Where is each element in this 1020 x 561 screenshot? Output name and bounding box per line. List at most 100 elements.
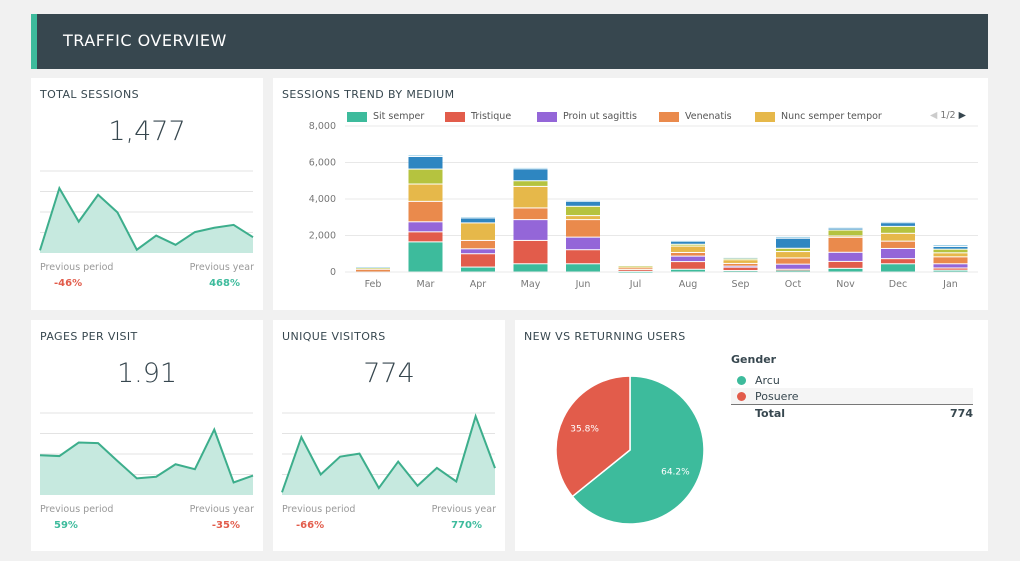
bar-segment[interactable] [723,258,758,260]
bar-segment[interactable] [723,263,758,266]
bar-segment[interactable] [461,217,495,218]
bar-segment[interactable] [671,256,705,262]
bar-segment[interactable] [408,184,443,201]
bar-segment[interactable] [881,233,915,241]
bar-segment[interactable] [933,245,968,246]
bar-segment[interactable] [881,241,915,248]
bar-segment[interactable] [671,244,705,246]
bar-segment[interactable] [828,236,863,237]
bar-segment[interactable] [933,268,968,270]
bar-segment[interactable] [881,221,915,223]
legend-item[interactable]: Tristique [445,111,511,122]
bar-segment[interactable] [671,246,705,252]
bar-segment[interactable] [723,260,758,263]
bar-segment[interactable] [566,237,600,250]
bar-segment[interactable] [513,240,548,264]
bar-segment[interactable] [828,237,863,252]
bar-segment[interactable] [566,201,600,206]
bar-segment[interactable] [776,252,810,258]
bar-segment[interactable] [776,236,810,238]
prev-page-icon[interactable]: ◀ [930,110,938,121]
bar-segment[interactable] [513,186,548,208]
bar-segment[interactable] [671,262,705,269]
bar-segment[interactable] [566,264,600,272]
bar-segment[interactable] [933,270,968,272]
legend-item[interactable]: Sit semper [347,111,424,122]
bar-segment[interactable] [408,155,443,156]
bar-segment[interactable] [356,269,390,272]
bar-segment[interactable] [933,264,968,268]
bar-segment[interactable] [933,246,968,249]
legend-item-arcu[interactable]: Arcu [731,372,973,388]
bar-segment[interactable] [881,259,915,264]
bar-segment[interactable] [513,208,548,220]
bar-segment[interactable] [828,252,863,261]
bar-segment[interactable] [461,254,495,267]
bar-segment[interactable] [513,181,548,186]
bar-segment[interactable] [408,222,443,232]
bar-segment[interactable] [408,169,443,184]
bar-segment[interactable] [618,267,653,268]
bar-segment[interactable] [671,241,705,244]
bar-segment[interactable] [566,220,600,237]
bar-segment[interactable] [356,267,390,268]
bar-segment[interactable] [776,269,810,271]
legend-item[interactable]: Venenatis [659,111,732,122]
bar-segment[interactable] [776,258,810,264]
bar-segment[interactable] [513,220,548,240]
bar-segment[interactable] [828,268,863,272]
bar-segment[interactable] [566,206,600,216]
bar-segment[interactable] [881,223,915,226]
next-page-icon[interactable]: ▶ [958,110,966,121]
bar-segment[interactable] [723,271,758,272]
bar-segment[interactable] [828,228,863,230]
bar-segment[interactable] [881,226,915,233]
bar-segment[interactable] [933,253,968,257]
legend-item-posuere[interactable]: Posuere [731,388,973,404]
bar-segment[interactable] [881,264,915,272]
bar-segment[interactable] [408,232,443,242]
bar-segment[interactable] [513,264,548,272]
bar-segment[interactable] [723,266,758,268]
bar-segment[interactable] [566,216,600,220]
bar-segment[interactable] [618,270,653,271]
bar-segment[interactable] [618,268,653,270]
bar-segment[interactable] [461,223,495,240]
bar-segment[interactable] [828,227,863,229]
bar-segment[interactable] [671,252,705,256]
bar-segment[interactable] [776,270,810,272]
bar-segment[interactable] [723,257,758,259]
bar-segment[interactable] [933,257,968,264]
bar-segment[interactable] [356,268,390,269]
bar-segment[interactable] [461,240,495,249]
bar-segment[interactable] [881,248,915,259]
total-sessions-card: TOTAL SESSIONS 1,477 Previous period Pre… [31,78,263,310]
bar-segment[interactable] [566,200,600,202]
bar-segment[interactable] [671,240,705,242]
legend-item[interactable]: Proin ut sagittis [537,111,637,122]
bar-segment[interactable] [723,267,758,271]
bar-segment[interactable] [513,167,548,169]
bar-segment[interactable] [671,269,705,272]
bar-segment[interactable] [828,261,863,268]
pie-slice[interactable] [555,375,631,498]
bar-segment[interactable] [566,250,600,264]
bar-segment[interactable] [828,230,863,236]
bar-segment[interactable] [513,169,548,181]
bar-segment[interactable] [618,271,653,273]
bar-segment[interactable] [933,249,968,253]
bar-segment[interactable] [461,249,495,254]
bar-segment[interactable] [776,238,810,248]
pie-slice[interactable] [571,375,705,525]
bar-segment[interactable] [461,218,495,223]
legend-label: Venenatis [685,111,732,122]
prev-year-label: Previous year [189,504,254,515]
bar-segment[interactable] [776,264,810,269]
bar-segment[interactable] [461,267,495,272]
bar-segment[interactable] [408,201,443,222]
bar-segment[interactable] [408,156,443,169]
bar-segment[interactable] [408,242,443,272]
legend-item[interactable]: Nunc semper tempor [755,111,882,122]
bar-segment[interactable] [618,266,653,267]
bar-segment[interactable] [776,248,810,252]
